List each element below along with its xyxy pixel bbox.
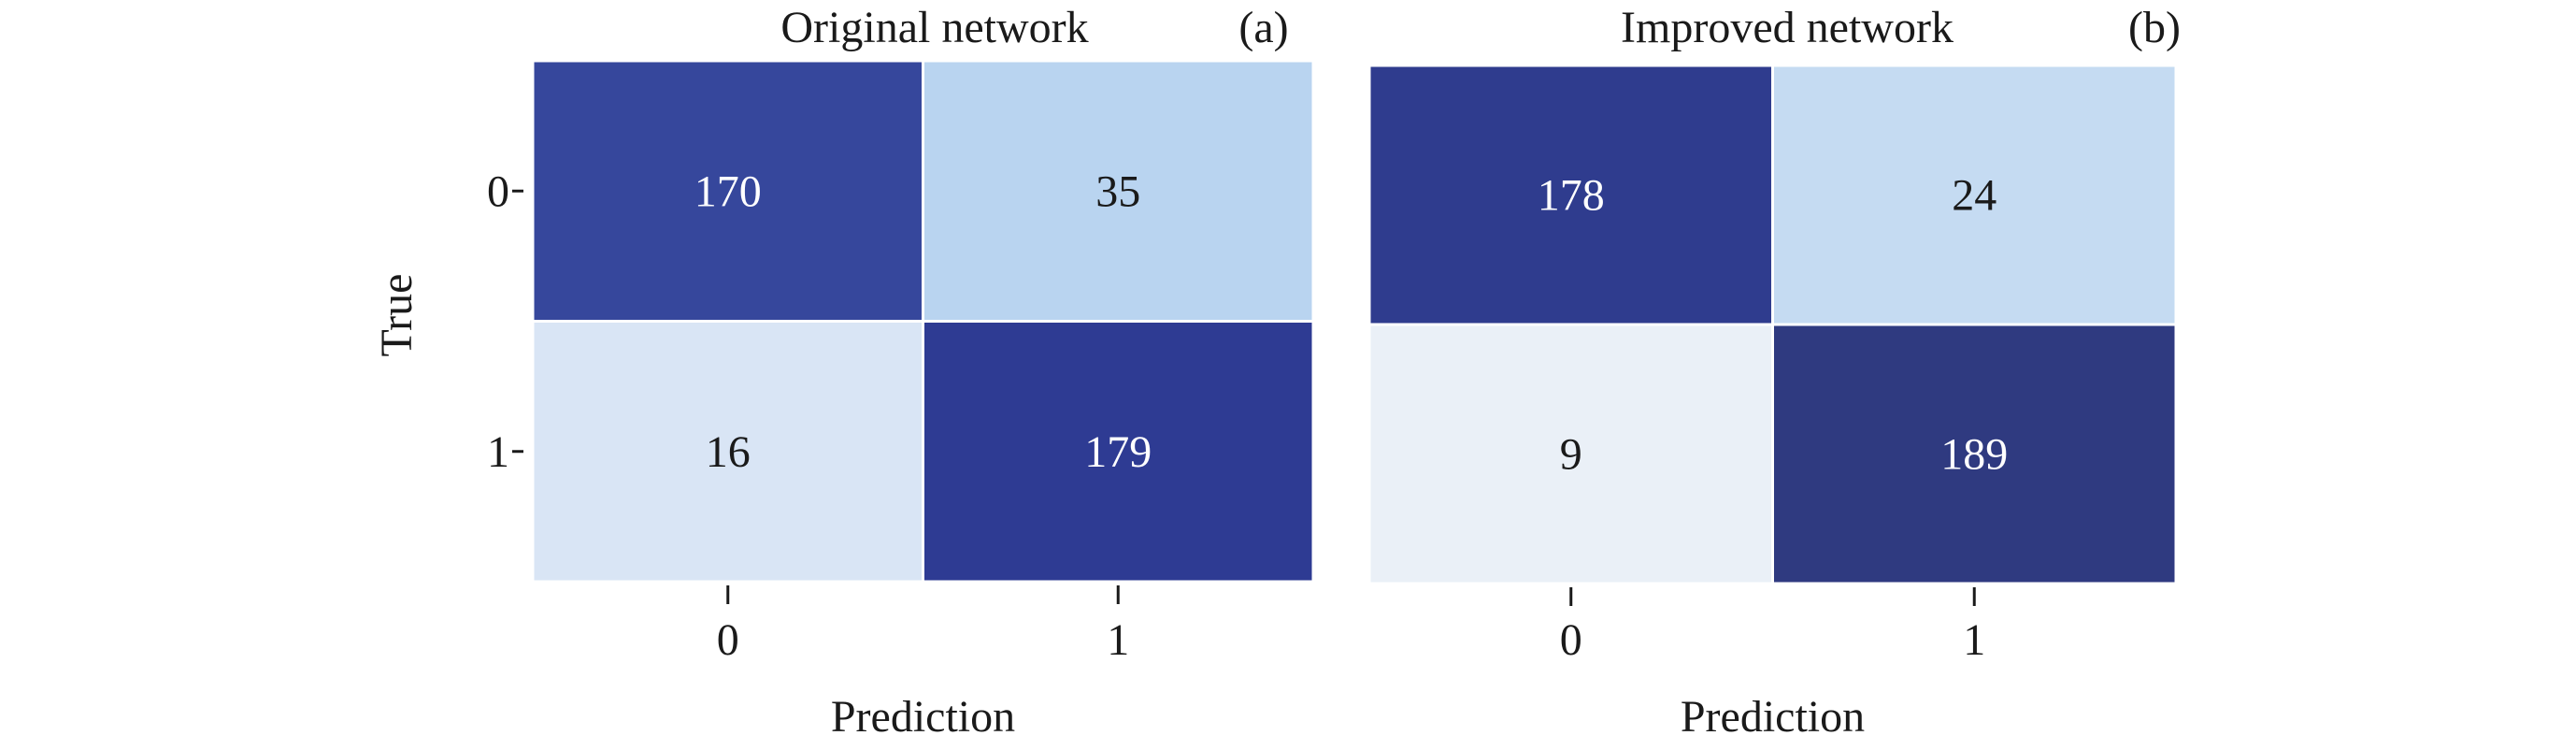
x-tick-label: 1 [1107,615,1129,665]
cell-value-label: 16 [706,427,751,477]
panel-tag: (a) [1238,3,1288,52]
cell-value-label: 189 [1940,430,2008,480]
cell-value-label: 35 [1095,166,1140,216]
cell-value-label: 178 [1538,171,1605,221]
panel-tag: (b) [2128,3,2181,52]
panel-title: Improved network [1621,3,1953,52]
cell-value-label: 24 [1952,171,1996,221]
y-tick-label: 0 [487,166,509,216]
panel-title: Original network [780,3,1088,52]
x-tick-label: 0 [1560,615,1582,665]
heatmap-cell [1367,323,1774,585]
cell-value-label: 179 [1084,427,1152,477]
heatmap-cell [922,320,1315,584]
cell-value-label: 9 [1560,430,1582,480]
y-axis-label: True [372,274,422,357]
x-tick-label: 0 [717,615,739,665]
heatmap-cell [531,320,924,584]
heatmap-cell [531,59,924,323]
heatmap-cell [1367,64,1774,326]
y-tick-label: 1 [487,427,509,477]
heatmap-cell [922,59,1315,323]
x-axis-label: Prediction [1681,692,1865,742]
x-tick-label: 1 [1963,615,1985,665]
x-axis-label: Prediction [831,692,1015,742]
heatmap-cell [1771,323,2178,585]
cell-value-label: 170 [694,166,762,216]
heatmap-cell [1771,64,2178,326]
